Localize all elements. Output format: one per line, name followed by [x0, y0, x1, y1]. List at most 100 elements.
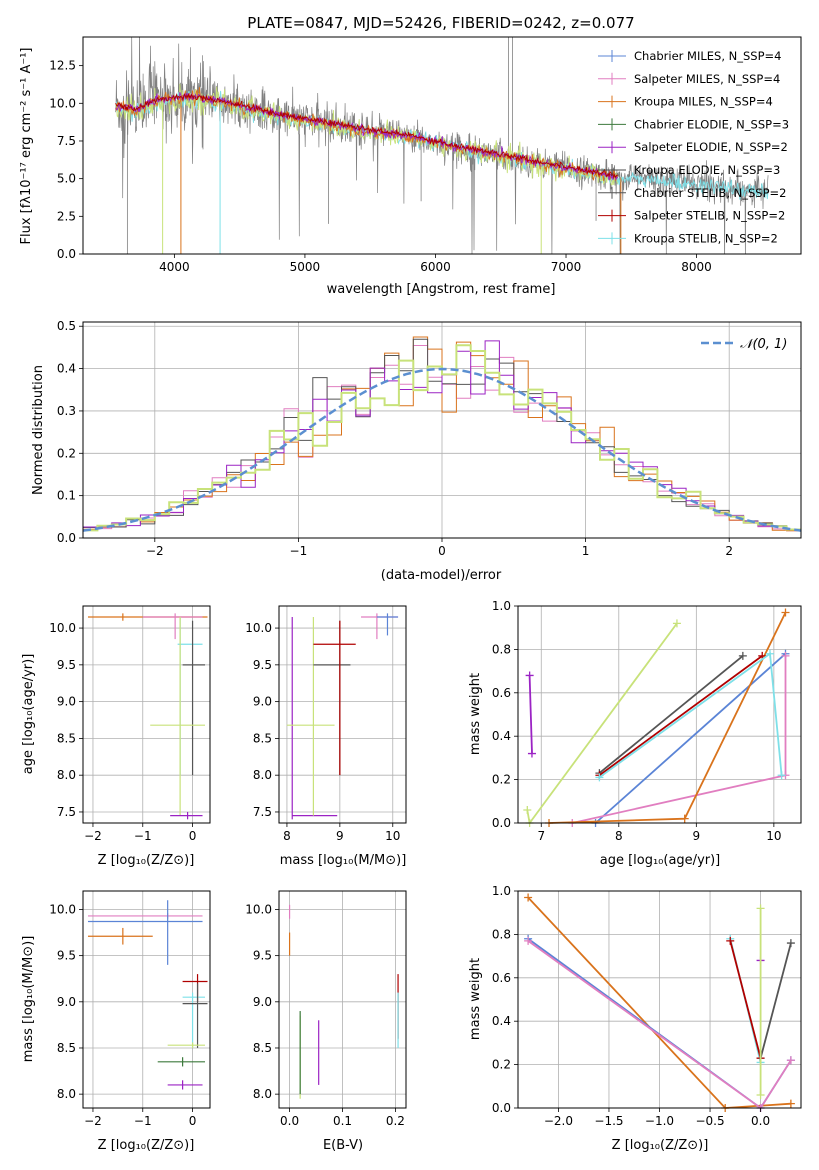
- weight-marker: [786, 939, 795, 948]
- x-tick-label: −1: [134, 1114, 152, 1128]
- weight-vs-metallicity-ylabel: mass weight: [468, 958, 483, 1040]
- y-tick-label: 0.2: [492, 1058, 511, 1072]
- x-tick-label: −1.5: [594, 1114, 623, 1128]
- data-point: [167, 1042, 206, 1048]
- y-tick-label: 9.5: [253, 949, 272, 963]
- weight-marker: [595, 773, 604, 782]
- data-point: [376, 613, 399, 636]
- y-tick-label: 0.6: [492, 686, 511, 700]
- weight-line: [729, 940, 762, 1059]
- x-tick-label: 8: [615, 829, 623, 843]
- model-spectrum: [115, 87, 619, 181]
- residual-histogram-steps: [83, 344, 801, 532]
- x-tick-label: 9: [693, 829, 701, 843]
- legend-label: 𝒩(0, 1): [740, 337, 787, 352]
- weight-marker: [524, 936, 533, 945]
- weight-marker: [786, 1056, 795, 1065]
- weight-marker: [524, 893, 533, 902]
- y-tick-label: 0.2: [492, 773, 511, 787]
- y-tick-label: 8.5: [253, 1041, 272, 1055]
- legend-label: Chabrier MILES, N_SSP=4: [634, 49, 781, 63]
- mass-vs-metallicity-xlabel: Z [log₁₀(Z/Z⊙)]: [98, 1138, 195, 1153]
- age-vs-mass-frame: [278, 605, 407, 824]
- y-tick-label: 2.5: [57, 209, 76, 223]
- x-tick-label: 10: [766, 829, 781, 843]
- weight-marker: [786, 1099, 795, 1108]
- weight-series: [756, 904, 765, 1099]
- data-point: [291, 617, 338, 820]
- weight-marker: [781, 608, 790, 617]
- y-tick-label: 0.0: [57, 531, 76, 545]
- x-tick-label: −2: [84, 829, 102, 843]
- x-tick-label: −2: [84, 1114, 102, 1128]
- y-tick-label: 1.0: [492, 884, 511, 898]
- y-tick-label: 0.0: [57, 247, 76, 261]
- age-vs-metallicity-frame: [82, 605, 211, 824]
- model-spectrum: [115, 83, 619, 186]
- y-tick-label: 10.0: [49, 621, 76, 635]
- data-point: [87, 913, 203, 919]
- model-spectrum: [115, 93, 618, 180]
- weight-marker: [777, 771, 786, 780]
- data-point: [313, 620, 356, 776]
- data-point: [87, 927, 153, 945]
- data-point: [87, 900, 203, 965]
- y-tick-label: 0.0: [492, 1101, 511, 1115]
- y-tick-label: 9.5: [57, 658, 76, 672]
- x-tick-label: 0: [189, 829, 197, 843]
- legend-label: Salpeter ELODIE, N_SSP=2: [634, 140, 788, 154]
- x-tick-label: 10: [385, 829, 400, 843]
- x-tick-label: −0.5: [695, 1114, 724, 1128]
- legend-label: Chabrier ELODIE, N_SSP=3: [634, 117, 789, 131]
- mass-vs-ebv-xlabel: E(B-V): [323, 1138, 363, 1153]
- y-tick-label: 10.0: [245, 621, 272, 635]
- weight-series: [756, 939, 795, 1063]
- age-vs-metallicity-xlabel: Z [log₁₀(Z/Z⊙)]: [98, 853, 195, 868]
- x-tick-label: 0.0: [751, 1114, 770, 1128]
- y-tick-label: 0.4: [57, 362, 76, 376]
- y-tick-label: 5.0: [57, 172, 76, 186]
- x-tick-label: 9: [336, 829, 344, 843]
- spectrum-panel: 4000 5000 6000 7000 8000 0.0 2.5 5.0 7.5 10.0 12.5…: [19, 36, 802, 297]
- y-tick-label: 12.5: [49, 59, 76, 73]
- data-point: [150, 617, 206, 816]
- legend-label: Chabrier STELIB, N_SSP=2: [634, 186, 786, 200]
- x-tick-label: 4000: [159, 260, 190, 274]
- mass-vs-ebv-panel: 0.0 0.1 0.2 8.0 8.5 9.0 9.5 10.0 E(B-V): [245, 890, 407, 1153]
- residual-histogram-panel: −2 −1 0 1 2 0.0 0.1 0.2 0.3 0.4 0.5 (data-model)/e…: [31, 319, 802, 583]
- x-tick-label: −2.0: [544, 1114, 573, 1128]
- weight-vs-metallicity-xlabel: Z [log₁₀(Z/Z⊙)]: [612, 1138, 709, 1153]
- x-tick-label: 0.1: [333, 1114, 352, 1128]
- y-tick-label: 9.0: [253, 995, 272, 1009]
- weight-line: [528, 675, 533, 754]
- weight-series: [595, 649, 786, 782]
- figure-title: PLATE=0847, MJD=52426, FIBERID=0242, z=0…: [247, 14, 634, 32]
- weight-marker: [527, 749, 536, 758]
- legend-label: Kroupa ELODIE, N_SSP=3: [634, 163, 780, 177]
- weight-marker: [756, 1090, 765, 1099]
- weight-line: [598, 655, 744, 774]
- x-tick-label: −1.0: [645, 1114, 674, 1128]
- weight-line: [598, 655, 763, 777]
- residual-xlabel: (data-model)/error: [381, 568, 502, 583]
- weight-marker: [525, 671, 534, 680]
- data-point: [182, 983, 208, 1048]
- spectrum-ylabel: Flux [fλ10⁻¹⁷ erg cm⁻² s⁻¹ A⁻¹]: [19, 48, 34, 245]
- data-point: [286, 617, 335, 816]
- legend-label: Salpeter MILES, N_SSP=4: [634, 72, 780, 86]
- y-tick-label: 0.5: [57, 319, 76, 333]
- x-tick-label: 1: [582, 544, 590, 558]
- weight-series: [591, 649, 790, 827]
- y-tick-label: 0.8: [492, 927, 511, 941]
- weight-vs-age-xlabel: age [log₁₀(age/yr)]: [600, 853, 721, 868]
- weight-marker: [680, 814, 689, 823]
- age-vs-mass-xlabel: mass [log₁₀(M/M⊙)]: [280, 853, 407, 868]
- y-tick-label: 10.0: [245, 902, 272, 916]
- legend-label: Kroupa STELIB, N_SSP=2: [634, 231, 778, 245]
- x-tick-label: 8000: [681, 260, 712, 274]
- data-point: [170, 811, 203, 820]
- weight-marker: [765, 649, 774, 658]
- weight-line: [759, 942, 792, 1059]
- y-tick-label: 0.6: [492, 971, 511, 985]
